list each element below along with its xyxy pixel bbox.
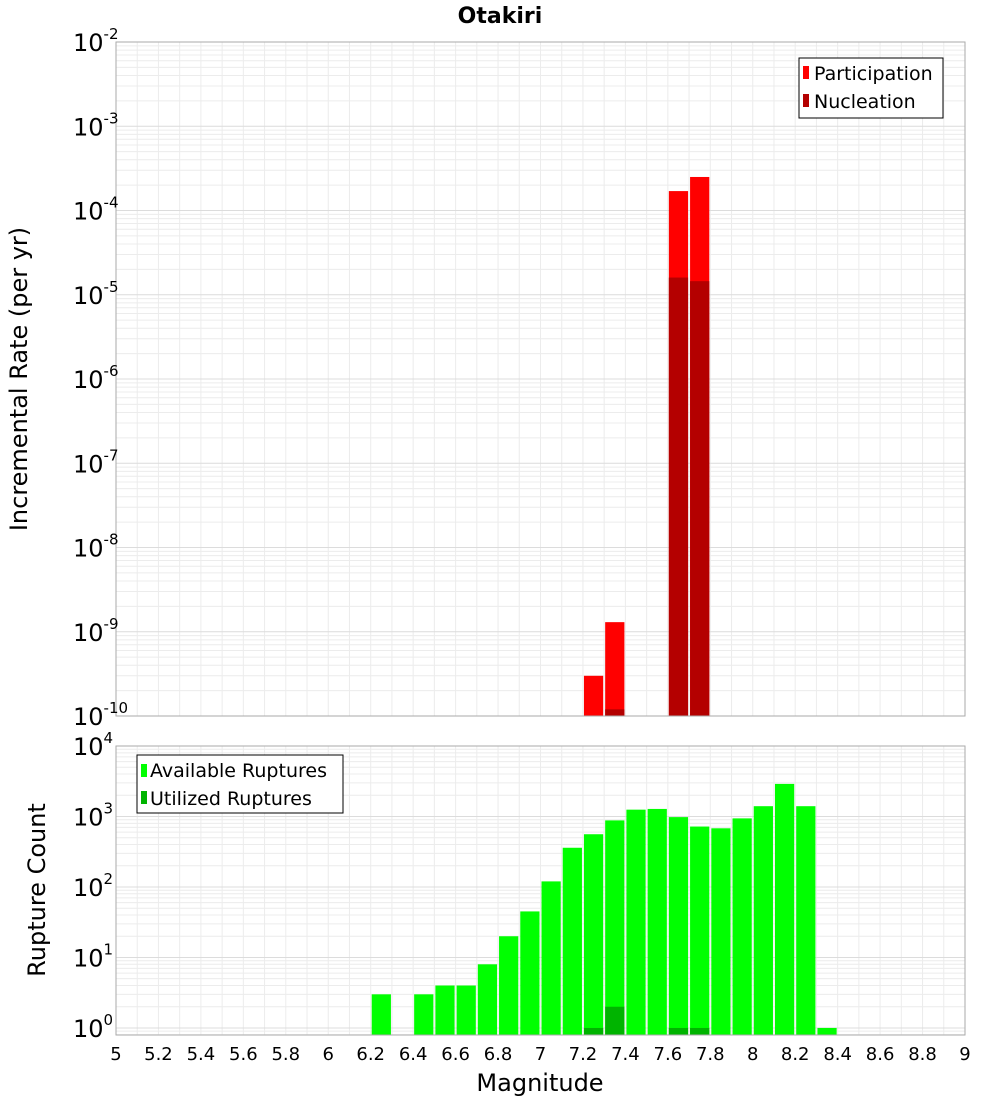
bottom-bar-primary [435,985,455,1035]
x-tick-label: 6.4 [399,1044,428,1065]
top-bar-primary [605,622,625,716]
x-tick-label: 7.2 [569,1044,598,1065]
bottom-bar-primary [732,818,752,1035]
x-tick-label: 6.8 [484,1044,513,1065]
x-tick-label: 7.6 [654,1044,683,1065]
bottom-bars [371,783,837,1035]
top-legend: Participation Nucleation [798,57,944,119]
bottom-bar-primary [414,994,434,1035]
bottom-bar-primary [499,936,519,1035]
chart-title: Otakiri [458,4,543,29]
top-y-tick-label: 10-7 [73,446,119,478]
top-legend-box [798,57,944,119]
bottom-bar-secondary [583,1027,604,1035]
bottom-bar-primary [711,828,731,1035]
top-gridlines [115,42,965,717]
bottom-bar-primary [817,1027,837,1035]
bottom-y-tick-label: 100 [73,1011,113,1043]
top-y-tick-label: 10-9 [73,615,119,647]
x-tick-label: 9 [959,1044,970,1065]
legend-label-available: Available Ruptures [150,760,327,782]
x-tick-label: 7.4 [611,1044,640,1065]
top-y-tick-label: 10-6 [73,362,119,394]
bottom-legend: Available Ruptures Utilized Ruptures [136,754,344,814]
x-tick-label: 5.8 [271,1044,300,1065]
bottom-y-tick-label: 102 [73,870,113,902]
top-bar-primary [583,675,604,716]
bottom-plot-frame [115,745,966,1036]
x-tick-labels: 5 5.2 5.4 5.6 5.8 6 6.2 6.4 6.6 6.8 7 7.2 7.4 7.6 7.8 8… [110,1044,970,1065]
top-y-tick-label: 10-2 [73,25,119,57]
legend-swatch-nucleation [803,94,809,107]
legend-swatch-participation [803,66,809,79]
bottom-bar-primary [690,826,710,1035]
bottom-legend-box [136,754,344,814]
bottom-bar-primary [477,964,498,1035]
x-tick-label: 5.6 [229,1044,258,1065]
x-tick-label: 7.8 [696,1044,725,1065]
bottom-bar-secondary [668,1027,689,1035]
legend-swatch-available [141,764,147,777]
bottom-bar-primary [668,817,689,1035]
rupture-count-plot: 100 101 102 103 104 5 5.2 5.4 5.6 5.8 6 6.2 6.4 6.6 6… [23,729,971,1097]
bottom-bar-primary [456,985,476,1035]
bottom-bar-secondary [605,1006,625,1035]
x-tick-label: 7 [535,1044,546,1065]
bottom-bar-primary [647,808,667,1035]
legend-label-participation: Participation [814,63,933,85]
top-bar-secondary [668,277,689,716]
x-tick-label: 6 [323,1044,334,1065]
x-tick-label: 5.2 [144,1044,173,1065]
bottom-bar-primary [796,806,816,1035]
legend-label-nucleation: Nucleation [814,91,916,113]
bottom-bar-primary [774,783,795,1035]
top-y-tick-labels: 10-10 10-9 10-8 10-7 10-6 10-5 10-4 10-3 10-2 [73,25,128,731]
bottom-y-tick-labels: 100 101 102 103 104 [73,729,113,1043]
top-plot-frame [115,41,966,717]
bottom-bar-primary [626,809,646,1035]
bottom-bar-primary [753,806,773,1035]
top-y-tick-label: 10-5 [73,278,119,310]
bottom-bar-primary [520,911,540,1035]
legend-label-utilized: Utilized Ruptures [150,788,312,810]
bottom-y-tick-label: 103 [73,799,113,831]
x-tick-label: 8 [747,1044,758,1065]
bottom-bar-primary [541,881,561,1035]
x-tick-label: 8.6 [866,1044,895,1065]
top-y-tick-label: 10-8 [73,531,119,563]
bottom-bar-primary [371,994,391,1035]
bottom-y-axis-title: Rupture Count [23,803,51,977]
bottom-bar-secondary [690,1027,710,1035]
x-axis-title: Magnitude [476,1069,603,1097]
top-y-axis-title: Incremental Rate (per yr) [5,227,33,531]
x-tick-label: 8.4 [823,1044,852,1065]
bottom-bar-primary [562,847,582,1035]
top-bars [583,176,710,717]
x-tick-label: 5.4 [187,1044,216,1065]
top-bar-secondary [690,281,710,716]
top-y-tick-label: 10-10 [73,699,128,731]
bottom-y-tick-label: 101 [73,940,113,972]
bottom-y-tick-label: 104 [73,729,113,761]
participation-plot: 10-10 10-9 10-8 10-7 10-6 10-5 10-4 10-3 10-2 In… [5,25,966,731]
x-tick-label: 5 [110,1044,121,1065]
x-tick-label: 8.8 [908,1044,937,1065]
legend-swatch-utilized [141,791,147,804]
x-tick-label: 6.6 [441,1044,470,1065]
bottom-bar-primary [605,820,625,1035]
bottom-bar-primary [583,834,604,1035]
top-bar-secondary [605,709,625,716]
x-tick-label: 8.2 [781,1044,810,1065]
x-tick-label: 6.2 [356,1044,385,1065]
top-y-tick-label: 10-3 [73,109,119,141]
top-y-tick-label: 10-4 [73,194,119,226]
